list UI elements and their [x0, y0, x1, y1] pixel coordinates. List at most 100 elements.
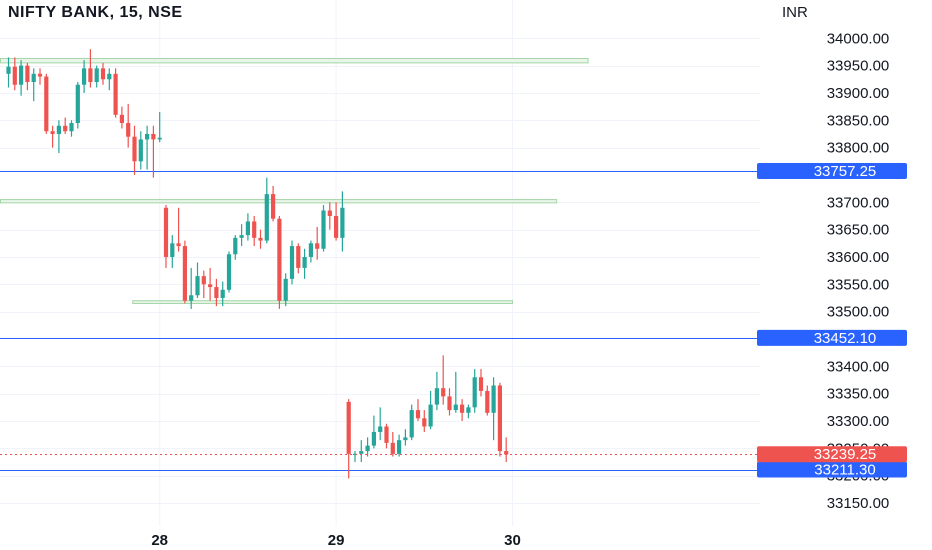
candle	[258, 229, 263, 249]
candle	[138, 131, 143, 170]
candle	[220, 281, 225, 307]
price-tick-label: 33600.00	[827, 249, 890, 266]
date-tick-label: 29	[328, 532, 345, 549]
candle-body	[44, 76, 49, 132]
candle-body	[239, 235, 244, 238]
candle	[340, 191, 345, 252]
candle-body	[151, 133, 156, 140]
candle	[397, 434, 402, 457]
candle	[384, 423, 389, 449]
price-tick-label: 33800.00	[827, 140, 890, 157]
candle-body	[403, 437, 408, 441]
candle-body	[340, 207, 345, 238]
candle-body	[258, 237, 263, 241]
candle-body	[434, 388, 439, 405]
candle-body	[220, 289, 225, 298]
candle-body	[302, 256, 307, 268]
price-badge-bg	[757, 461, 907, 478]
candle	[245, 213, 250, 241]
candle	[195, 262, 200, 298]
candle	[37, 68, 43, 85]
candle	[25, 62, 30, 91]
price-badge-text: 33211.30	[814, 462, 875, 479]
candle	[208, 267, 213, 301]
candle-body	[107, 73, 112, 80]
price-tick-label: 34000.00	[827, 30, 890, 47]
candle-body	[19, 65, 24, 85]
price-badge-text: 33757.25	[814, 163, 877, 180]
horizontal-line-price-badge: 33757.25	[757, 163, 907, 180]
price-badge-bg	[757, 446, 907, 463]
horizontal-lines-layer	[0, 171, 760, 471]
candle-body	[428, 404, 433, 427]
candle	[289, 240, 295, 285]
candle-body	[82, 68, 87, 85]
candle-body	[12, 66, 17, 85]
price-tick-label: 33950.00	[827, 58, 890, 75]
candle	[327, 202, 332, 230]
candle-body	[170, 243, 175, 257]
candle	[453, 371, 458, 413]
candle-body	[327, 210, 332, 216]
candle	[233, 235, 238, 260]
candle	[252, 215, 257, 247]
candle-body	[497, 385, 502, 452]
candle-body	[233, 237, 238, 255]
date-tick-label: 30	[504, 532, 521, 549]
candle-body	[485, 390, 490, 413]
candle-body	[504, 451, 509, 455]
candle	[214, 278, 219, 307]
candle-body	[346, 401, 351, 454]
price-tick-label: 33150.00	[827, 495, 890, 512]
candle	[145, 125, 150, 170]
time-axis[interactable]: 28 29 30	[151, 532, 520, 549]
candle-body	[321, 210, 326, 249]
candle	[428, 390, 433, 430]
price-badge-bg	[757, 329, 907, 346]
candle-body	[422, 418, 427, 427]
candle	[226, 251, 232, 293]
candle-body	[409, 410, 414, 438]
candle-body	[296, 246, 301, 268]
candle	[239, 224, 244, 247]
candle	[321, 205, 326, 252]
candle-body	[31, 73, 36, 83]
candle-body	[88, 68, 93, 83]
candle	[88, 49, 93, 88]
price-tick-label: 33850.00	[827, 112, 890, 129]
candle	[6, 57, 11, 88]
candle-body	[50, 131, 55, 134]
candle	[422, 410, 427, 432]
price-tick-label: 33500.00	[827, 304, 890, 321]
price-badge-bg	[757, 163, 907, 180]
candle-body	[271, 194, 276, 219]
price-tick-label: 33700.00	[827, 194, 890, 211]
candle-body	[25, 65, 30, 83]
candle	[359, 440, 364, 463]
candle	[151, 125, 156, 178]
price-axis[interactable]: 34000.00 33950.00 33900.00 33850.00 33800.00…	[757, 30, 907, 512]
candle-body	[208, 284, 213, 288]
candle	[346, 399, 351, 479]
candle-body	[100, 68, 106, 80]
candle	[390, 431, 395, 457]
candle	[315, 226, 320, 260]
candle-body	[472, 377, 477, 408]
candle	[466, 404, 471, 419]
candle	[283, 273, 288, 307]
price-tick-label: 33300.00	[827, 413, 890, 430]
candle	[107, 68, 112, 91]
candle	[403, 429, 408, 446]
candle	[170, 235, 175, 268]
candle-body	[119, 114, 124, 124]
candle	[504, 437, 509, 463]
price-badge-text: 33452.10	[814, 330, 877, 347]
candle-body	[63, 125, 68, 132]
candle	[460, 399, 465, 422]
candle	[12, 57, 17, 91]
support-resistance-zone	[0, 199, 558, 204]
candle-body	[6, 66, 11, 74]
candle	[415, 399, 421, 422]
